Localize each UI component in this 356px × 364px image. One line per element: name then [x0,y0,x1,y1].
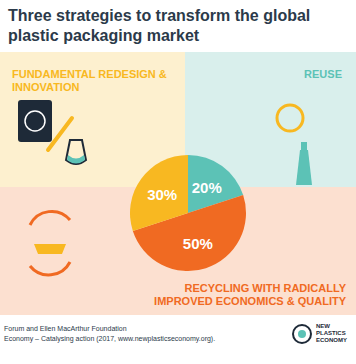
svg-text:20%: 20% [192,179,222,196]
svg-text:30%: 30% [147,186,177,203]
svg-text:50%: 50% [183,235,213,252]
html-text:Economy – Catalysing action (2: Economy – Catalysing action (2017, www.n… [4,335,216,342]
html-text:Forum and Ellen MacArthur Foun: Forum and Ellen MacArthur Foundation [4,325,127,332]
html-text:FUNDAMENTAL REDESIGN & INNOVAT: FUNDAMENTAL REDESIGN & INNOVATION [12,68,167,93]
html-text:REUSE: REUSE [304,68,342,80]
html-text:Three strategies to transform: Three strategies to transform the global… [8,7,311,44]
html-text:RECYCLING WITH RADICALLY IMPRO: RECYCLING WITH RADICALLY IMPROVED ECONOM… [154,282,346,307]
html-text:NEW PLASTICS ECONOMY: NEW PLASTICS ECONOMY [316,323,347,343]
